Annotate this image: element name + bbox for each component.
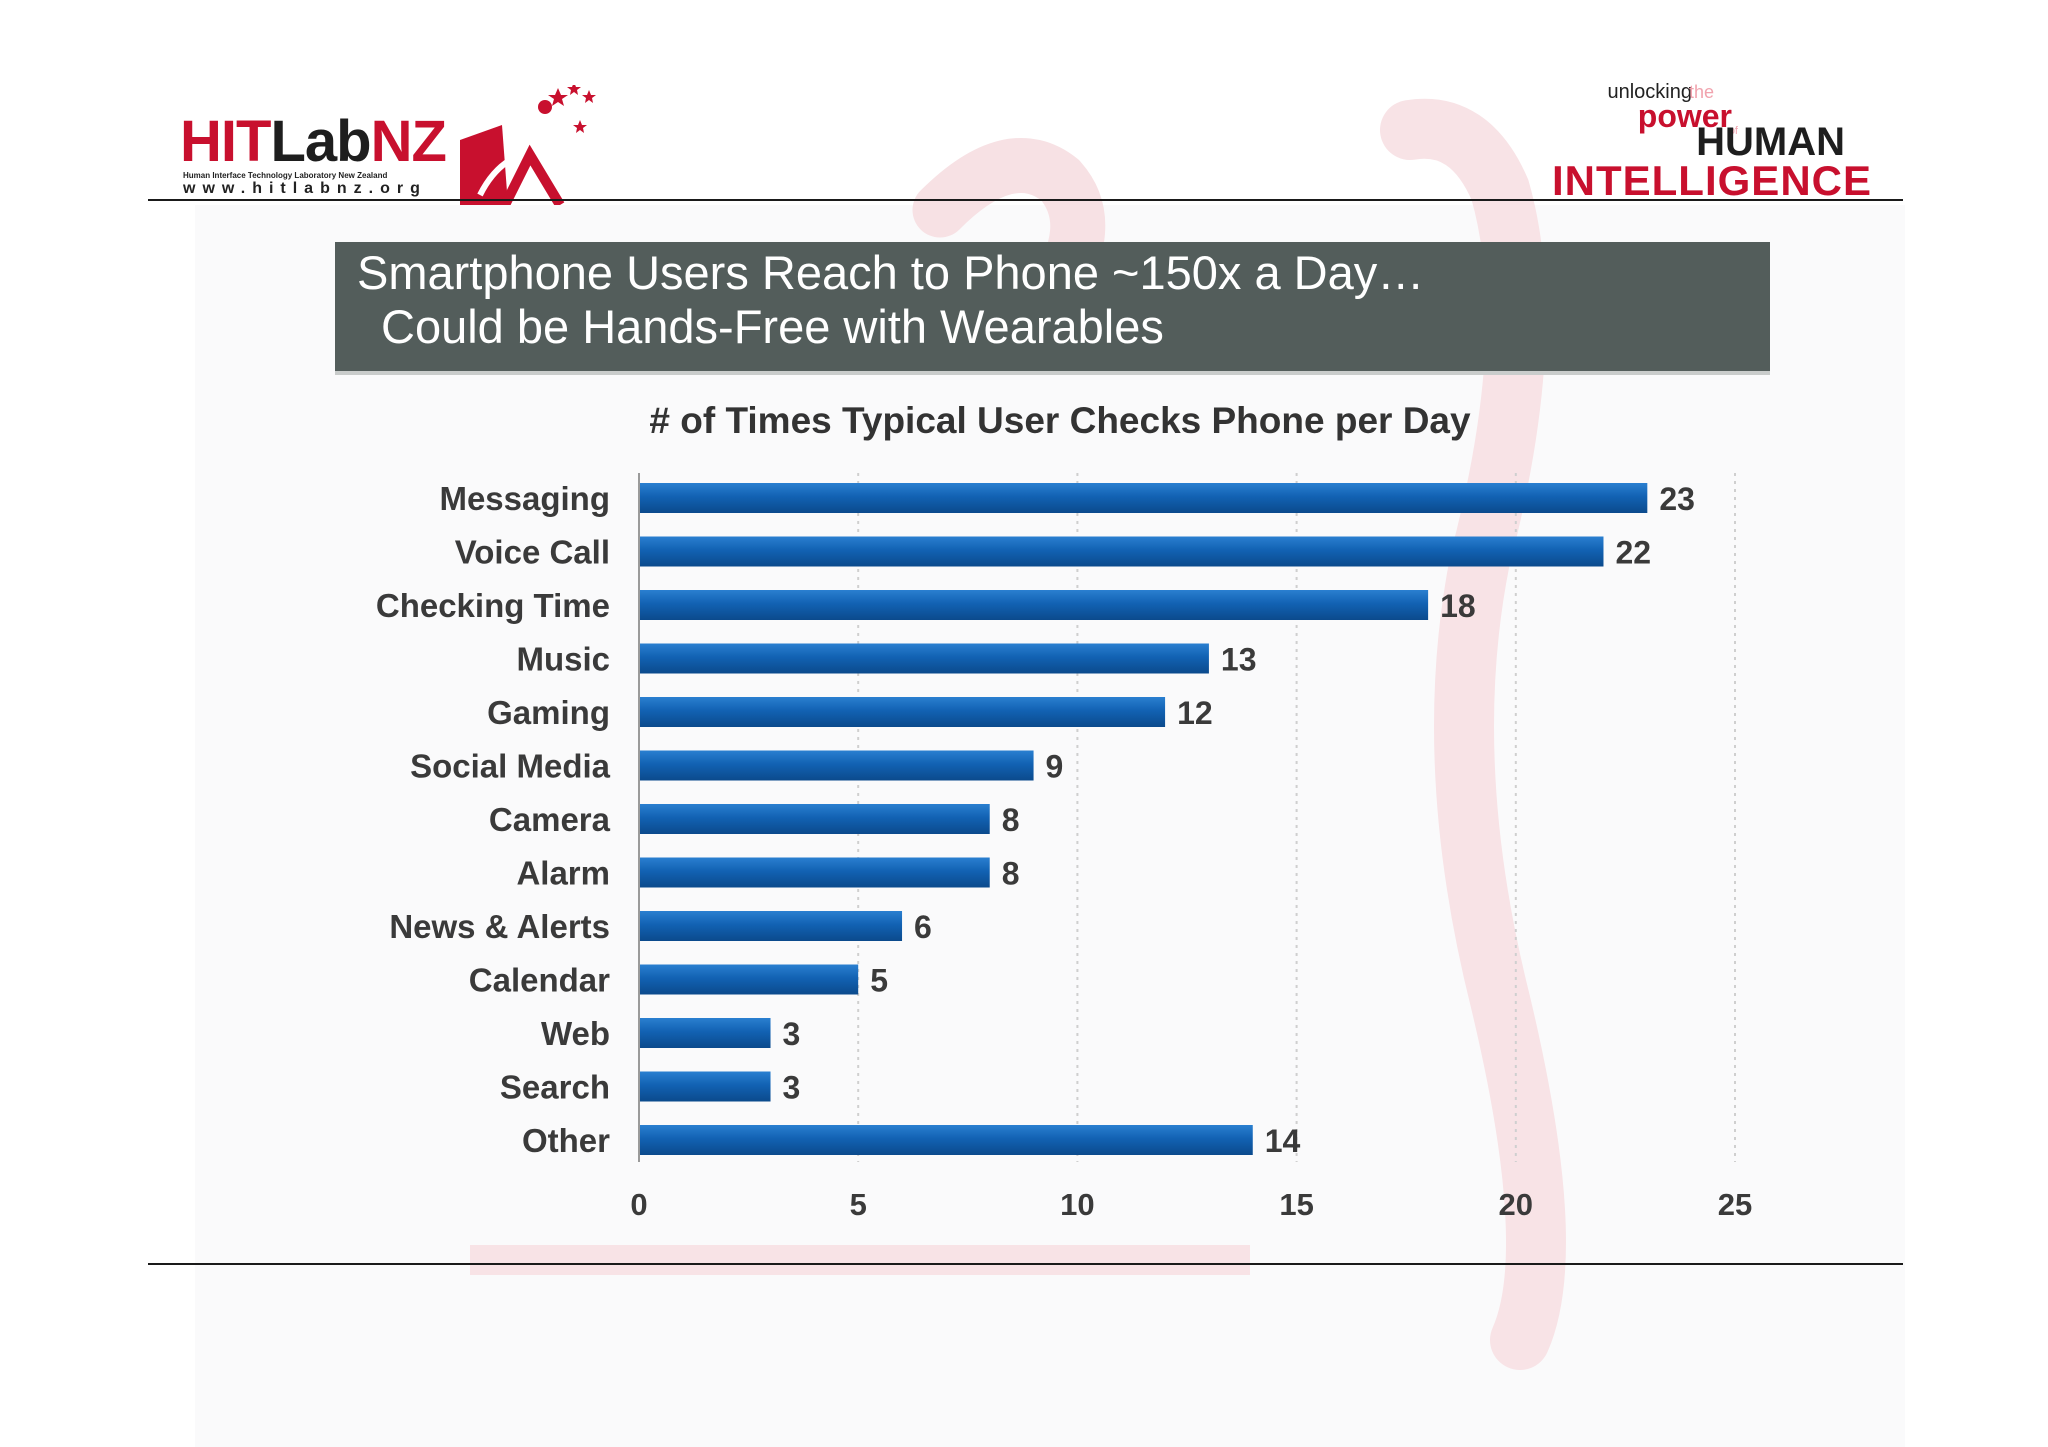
category-label: Messaging	[439, 480, 610, 517]
x-tick-label-20: 20	[1499, 1187, 1533, 1222]
category-label: Search	[500, 1069, 610, 1106]
value-label: 6	[914, 909, 932, 945]
value-label: 3	[783, 1070, 801, 1106]
x-tick-label-5: 5	[850, 1187, 867, 1222]
value-label: 8	[1002, 856, 1020, 892]
category-label: Music	[516, 641, 610, 678]
value-label: 3	[783, 1016, 801, 1052]
value-label: 22	[1615, 535, 1651, 571]
category-label: Checking Time	[376, 587, 610, 624]
bar-checking-time	[640, 590, 1429, 620]
x-tick-label-10: 10	[1060, 1187, 1094, 1222]
bar-social-media	[640, 750, 1034, 781]
bar-alarm	[640, 857, 990, 888]
x-tick-label-25: 25	[1718, 1187, 1752, 1222]
logo-figure-icon	[460, 85, 596, 205]
category-label: Voice Call	[455, 534, 610, 571]
category-label: Calendar	[469, 962, 610, 999]
value-label: 9	[1046, 749, 1064, 785]
bar-search	[640, 1071, 771, 1102]
category-label: Other	[522, 1122, 610, 1159]
banner-line-2: Could be Hands-Free with Wearables	[381, 300, 1164, 353]
banner-shadow	[335, 371, 1770, 375]
category-label: News & Alerts	[389, 908, 610, 945]
footer-divider	[148, 1263, 1903, 1265]
logo-subtitle: Human Interface Technology Laboratory Ne…	[183, 171, 388, 180]
bar-news-alerts	[640, 911, 903, 941]
logo-url: www.hitlabnz.org	[183, 180, 427, 197]
chart-title: # of Times Typical User Checks Phone per…	[649, 400, 1471, 441]
x-tick-label-0: 0	[630, 1187, 647, 1222]
header-divider	[148, 199, 1903, 201]
logo-wordmark: HITLabNZ	[180, 109, 447, 174]
bar-music	[640, 643, 1209, 674]
value-label: 23	[1659, 481, 1695, 517]
bar-calendar	[640, 964, 859, 995]
slogan-logo: unlocking the power of HUMAN INTELLIGENC…	[1551, 81, 1872, 204]
bar-web	[640, 1018, 771, 1048]
bar-messaging	[640, 483, 1648, 513]
bar-camera	[640, 804, 990, 834]
value-label: 12	[1177, 695, 1213, 731]
category-label: Social Media	[410, 748, 611, 785]
hitlabnz-logo: HITLabNZ Human Interface Technology Labo…	[180, 85, 600, 205]
slide-background	[195, 205, 1905, 1447]
category-label: Alarm	[516, 855, 610, 892]
title-banner: Smartphone Users Reach to Phone ~150x a …	[335, 242, 1770, 372]
category-label: Web	[541, 1015, 610, 1052]
value-label: 13	[1221, 642, 1257, 678]
category-label: Camera	[489, 801, 611, 838]
bar-gaming	[640, 697, 1166, 727]
bar-other	[640, 1125, 1253, 1155]
banner-line-1: Smartphone Users Reach to Phone ~150x a …	[357, 246, 1425, 299]
value-label: 14	[1265, 1123, 1301, 1159]
category-label: Gaming	[487, 694, 610, 731]
bar-voice-call	[640, 536, 1604, 567]
value-label: 5	[870, 963, 888, 999]
x-tick-label-15: 15	[1279, 1187, 1313, 1222]
value-label: 8	[1002, 802, 1020, 838]
value-label: 18	[1440, 588, 1476, 624]
